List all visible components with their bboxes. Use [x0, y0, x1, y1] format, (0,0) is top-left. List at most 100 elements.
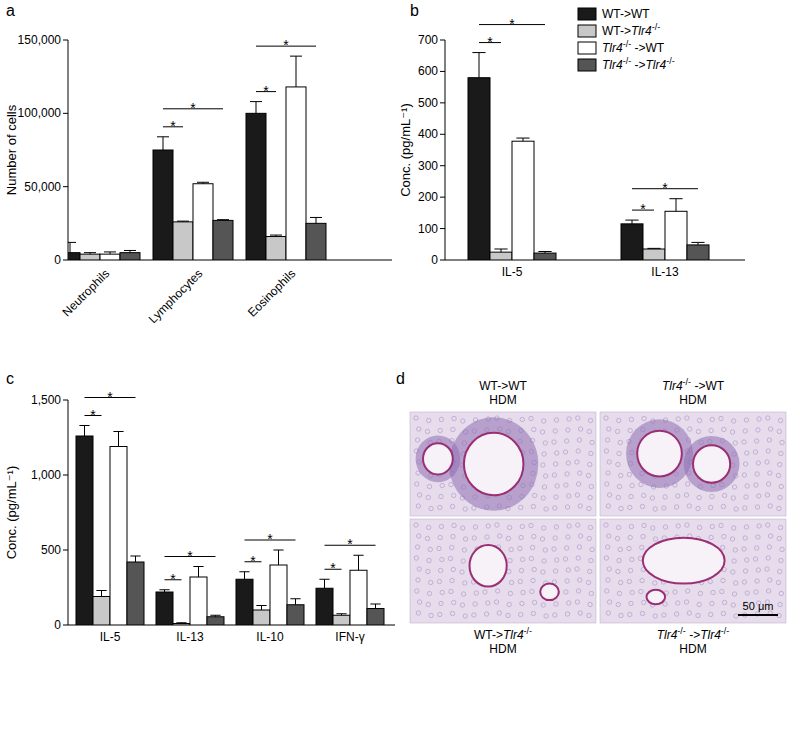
alveolus — [768, 578, 772, 582]
alveolus — [554, 495, 558, 499]
alveolus — [555, 484, 559, 488]
alveolus — [618, 547, 622, 551]
alveolus — [588, 462, 592, 466]
alveolus — [587, 613, 591, 617]
alveolus — [543, 548, 547, 552]
y-tick-label: 200 — [418, 190, 438, 204]
alveolus — [617, 525, 621, 529]
alveolus — [619, 473, 623, 477]
image-label: WT->WT — [479, 379, 527, 393]
alveolus — [663, 602, 667, 606]
image-background — [410, 412, 596, 516]
airway — [637, 431, 682, 477]
alveolus — [440, 590, 444, 594]
alveolus — [544, 507, 548, 511]
alveolus — [628, 535, 632, 539]
alveolus — [449, 482, 453, 486]
image-background — [600, 519, 786, 623]
error-line — [163, 137, 164, 150]
histology-image — [600, 412, 786, 516]
alveolus — [604, 556, 608, 560]
alveolus — [576, 556, 580, 560]
alveolus — [742, 547, 746, 551]
alveolus — [733, 441, 737, 445]
alveolus — [722, 493, 726, 497]
alveolus — [730, 430, 734, 434]
error-line — [479, 53, 480, 78]
alveolus — [721, 578, 725, 582]
error-bar — [273, 550, 283, 565]
error-line — [295, 599, 296, 605]
bar — [534, 253, 556, 260]
alveolus — [766, 589, 770, 593]
alveolus — [742, 473, 746, 477]
error-bar — [472, 53, 485, 78]
alveolus — [520, 601, 524, 605]
alveolus — [640, 545, 644, 549]
alveolus — [779, 591, 783, 595]
error-cap — [538, 251, 551, 252]
y-tick — [440, 134, 445, 135]
error-line — [244, 572, 245, 580]
alveolus — [461, 592, 465, 596]
alveolus — [576, 482, 580, 486]
alveolus — [531, 611, 535, 615]
error-bar — [124, 250, 136, 252]
alveolus — [722, 427, 726, 431]
significance-label: * — [263, 83, 269, 99]
bar — [490, 252, 512, 260]
alveolus — [578, 534, 582, 538]
alveolus — [427, 525, 431, 529]
alveolus — [532, 567, 536, 571]
alveolus — [617, 418, 621, 422]
alveolus — [778, 462, 782, 466]
y-tick-label: 1,500 — [31, 393, 61, 407]
significance-label: * — [170, 118, 176, 134]
bar — [512, 141, 534, 260]
significance-label: * — [640, 201, 646, 217]
alveolus — [565, 546, 569, 550]
alveolus — [498, 534, 502, 538]
alveolus — [616, 462, 620, 466]
histology-image — [410, 519, 596, 623]
alveolus — [414, 523, 418, 527]
alveolus — [519, 535, 523, 539]
alveolus — [777, 536, 781, 540]
alveolus — [417, 567, 421, 571]
airway — [540, 583, 559, 600]
alveolus — [755, 579, 759, 583]
alveolus — [732, 592, 736, 596]
alveolus — [484, 612, 488, 616]
alveolus — [450, 578, 454, 582]
significance-label: * — [90, 407, 96, 423]
alveolus — [607, 534, 611, 538]
image-label: HDM — [489, 393, 516, 407]
alveolus — [732, 526, 736, 530]
alveolus — [415, 589, 419, 593]
y-tick-label: 700 — [418, 33, 438, 47]
alveolus — [415, 545, 419, 549]
alveolus — [541, 603, 545, 607]
alveolus — [685, 523, 689, 527]
airway — [647, 590, 666, 605]
bar — [213, 220, 233, 260]
x-tick-label: Eosinophils — [245, 266, 298, 319]
alveolus — [415, 438, 419, 442]
alveolus — [461, 526, 465, 530]
alveolus — [507, 602, 511, 606]
alveolus — [617, 558, 621, 562]
alveolus — [448, 556, 452, 560]
alveolus — [521, 590, 525, 594]
alveolus — [742, 580, 746, 584]
chart-c: cConc. (pg/mL⁻¹)05001,0001,500IL-5IL-13I… — [4, 370, 396, 644]
alveolus — [755, 472, 759, 476]
alveolus — [676, 601, 680, 605]
scale-bar — [738, 614, 778, 616]
alveolus — [532, 600, 536, 604]
alveolus — [617, 484, 621, 488]
alveolus — [663, 495, 667, 499]
alveolus — [711, 590, 715, 594]
alveolus — [414, 416, 418, 420]
error-bar — [239, 572, 249, 580]
alveolus — [541, 496, 545, 500]
